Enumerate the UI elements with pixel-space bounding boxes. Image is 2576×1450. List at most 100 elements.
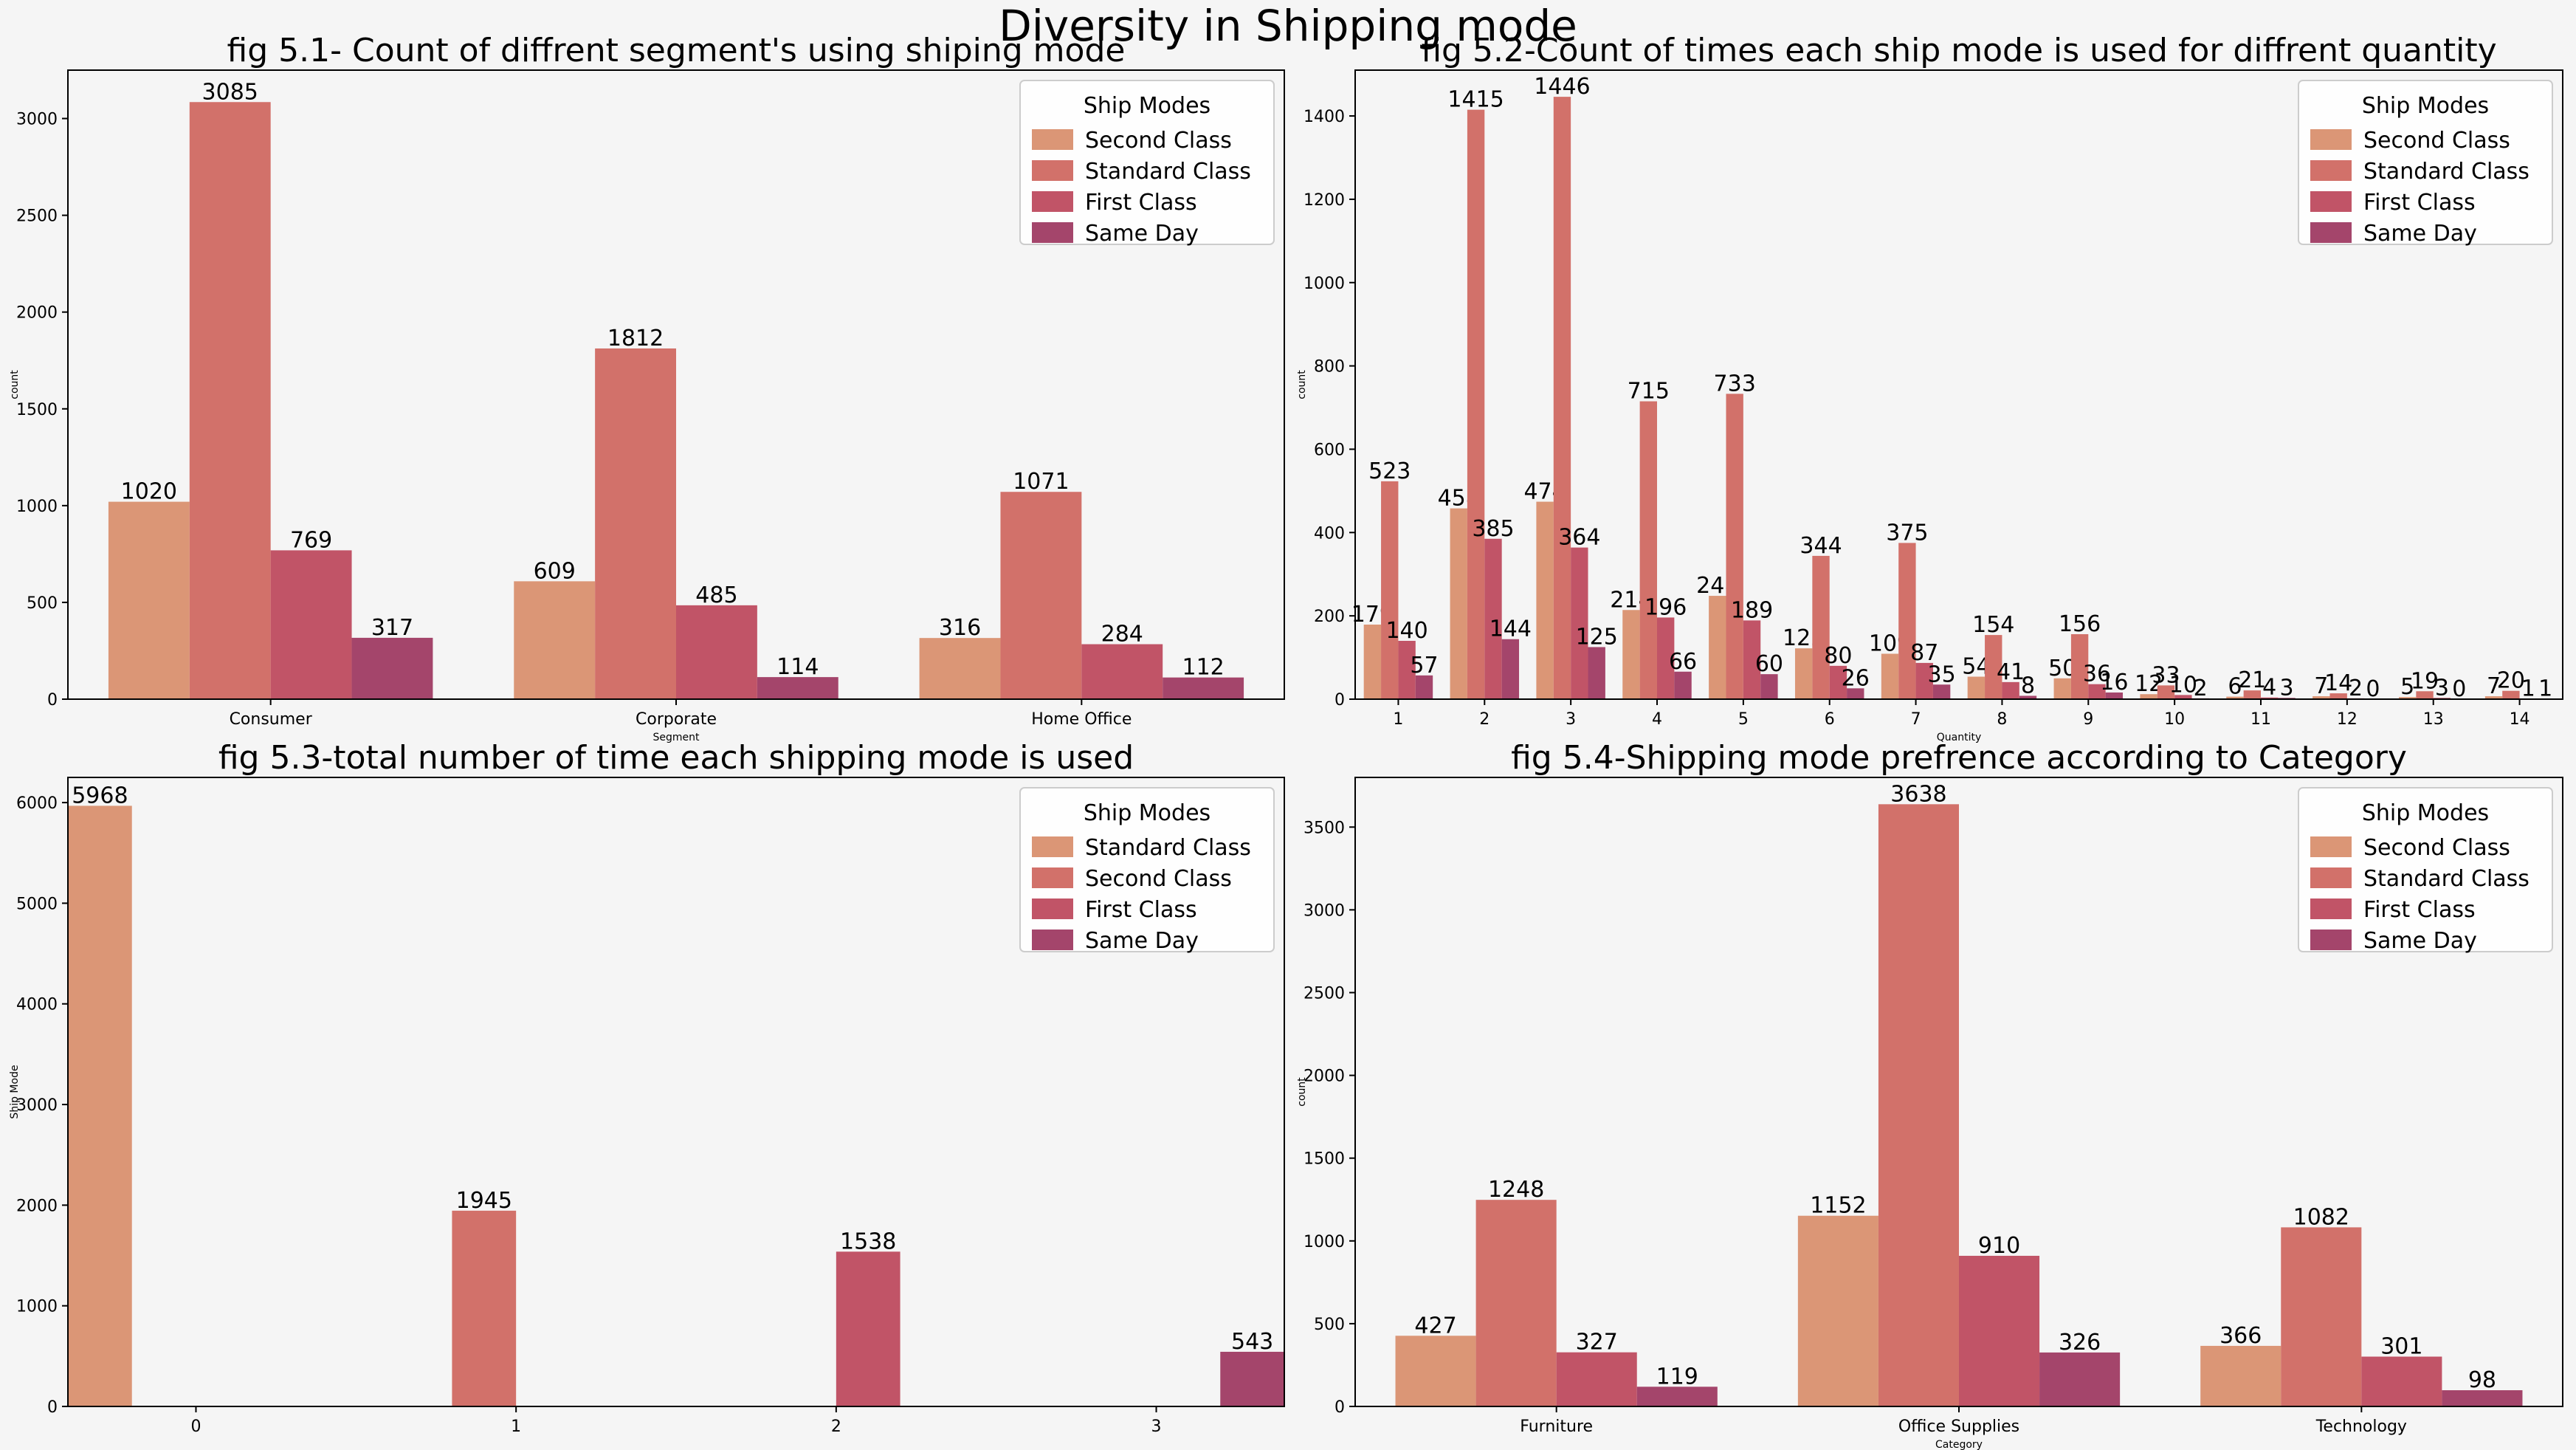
legend-swatch — [1032, 191, 1073, 212]
bar — [189, 102, 271, 700]
bar — [1467, 109, 1485, 699]
legend-box — [2298, 787, 2553, 952]
x-axis-label: Segment — [653, 732, 700, 743]
data-label: 0 — [2366, 676, 2380, 702]
y-tick-label: 1000 — [16, 1298, 58, 1316]
legend-entry: First Class — [1085, 190, 1197, 216]
bar — [1220, 1351, 1284, 1406]
bar — [2002, 681, 2019, 699]
data-label: 733 — [1714, 371, 1756, 396]
legend-swatch — [2310, 836, 2352, 857]
bar — [1571, 547, 1588, 699]
bar — [1398, 641, 1416, 699]
legend-entry: Same Day — [2363, 928, 2477, 954]
x-tick-label: Consumer — [230, 710, 313, 729]
data-label: 119 — [1656, 1364, 1698, 1389]
y-tick-label: 0 — [47, 1398, 58, 1417]
bar — [1881, 653, 1899, 699]
y-tick-label: 6000 — [16, 794, 58, 813]
chart-panel-2: fig 5.2-Count of times each ship mode is… — [1296, 32, 2563, 743]
data-label: 10 — [2169, 672, 2197, 698]
bar — [1475, 1200, 1557, 1406]
legend-swatch — [1032, 160, 1073, 181]
data-label: 366 — [2219, 1323, 2262, 1349]
bar — [1797, 1215, 1878, 1406]
data-label: 1082 — [2293, 1204, 2349, 1230]
data-label: 327 — [1576, 1330, 1618, 1355]
bar — [1536, 501, 1554, 699]
chart-title: fig 5.2-Count of times each ship mode is… — [1421, 32, 2496, 69]
data-label: 769 — [290, 527, 332, 553]
bar — [757, 677, 838, 699]
data-label: 4 — [2262, 675, 2276, 701]
legend: Ship Modes Second Class Standard Class Firs… — [2298, 787, 2553, 954]
legend-title: Ship Modes — [2362, 93, 2489, 119]
bar — [2174, 695, 2192, 699]
plot-frame — [67, 777, 1285, 1407]
y-tick-label: 600 — [1314, 441, 1345, 459]
bar — [2157, 685, 2175, 699]
data-label: 1446 — [1534, 74, 1590, 100]
bar — [1812, 555, 1830, 699]
x-tick-label: 13 — [2423, 710, 2444, 729]
data-label: 125 — [1576, 624, 1618, 650]
bar — [1639, 401, 1657, 699]
y-tick-label: 800 — [1314, 358, 1345, 377]
figure-suptitle: Diversity in Shipping mode — [999, 1, 1577, 51]
bar — [2416, 691, 2434, 699]
data-label: 33 — [2152, 662, 2180, 688]
bar — [2361, 1356, 2442, 1406]
x-tick-label: 1 — [511, 1418, 521, 1436]
bar — [1829, 665, 1847, 699]
x-tick-label: 10 — [2164, 710, 2185, 729]
bar — [2484, 696, 2503, 699]
legend-box — [1019, 787, 1275, 952]
y-tick-label: 400 — [1314, 524, 1345, 543]
y-tick-label: 5000 — [16, 895, 58, 913]
y-tick-label: 1500 — [16, 401, 58, 419]
x-tick-label: Furniture — [1520, 1418, 1593, 1436]
bar — [2502, 690, 2520, 699]
y-tick-label: 2000 — [1304, 1068, 1345, 1086]
x-tick-label: 1 — [1393, 710, 1403, 729]
bar — [2200, 1345, 2281, 1406]
bar — [595, 348, 676, 699]
data-label: 715 — [1628, 379, 1670, 405]
data-label: 1152 — [1810, 1193, 1866, 1219]
data-label: 7 — [2487, 673, 2501, 699]
data-label: 3 — [2280, 675, 2294, 701]
legend-title: Ship Modes — [1084, 800, 1210, 826]
data-label: 19 — [2411, 668, 2439, 694]
legend-entry: Second Class — [1085, 866, 1232, 892]
bar — [2019, 695, 2037, 699]
data-label: 910 — [1978, 1233, 2020, 1259]
legend: Ship Modes Standard Class Second Class Firs… — [1019, 787, 1275, 954]
bar — [1163, 677, 1244, 699]
y-tick-label: 4000 — [16, 996, 58, 1014]
x-tick-label: 2 — [1479, 710, 1490, 729]
x-tick-label: Technology — [2315, 1418, 2407, 1436]
y-tick-label: 2000 — [16, 304, 58, 323]
data-label: 156 — [2059, 611, 2101, 637]
legend-swatch — [2310, 191, 2352, 212]
bar — [1636, 1387, 1718, 1406]
legend-swatch — [1032, 930, 1073, 950]
bar — [68, 805, 132, 1406]
plot-frame — [1354, 69, 2563, 700]
data-label: 485 — [695, 583, 737, 608]
x-tick-label: Office Supplies — [1898, 1418, 2019, 1436]
legend-box — [1019, 80, 1275, 245]
legend-swatch — [2310, 129, 2352, 150]
data-label: 3 — [2435, 675, 2449, 701]
bar — [2140, 694, 2157, 699]
bar — [1760, 674, 1778, 699]
legend-entry: Second Class — [1085, 128, 1232, 154]
bar — [1878, 804, 1959, 1406]
x-tick-label: 4 — [1652, 710, 1662, 729]
data-label: 7 — [2314, 673, 2328, 699]
y-axis-label: count — [1296, 370, 1308, 399]
data-label: 543 — [1231, 1329, 1273, 1355]
x-tick-label: 9 — [2083, 710, 2093, 729]
y-tick-label: 0 — [1335, 691, 1345, 709]
